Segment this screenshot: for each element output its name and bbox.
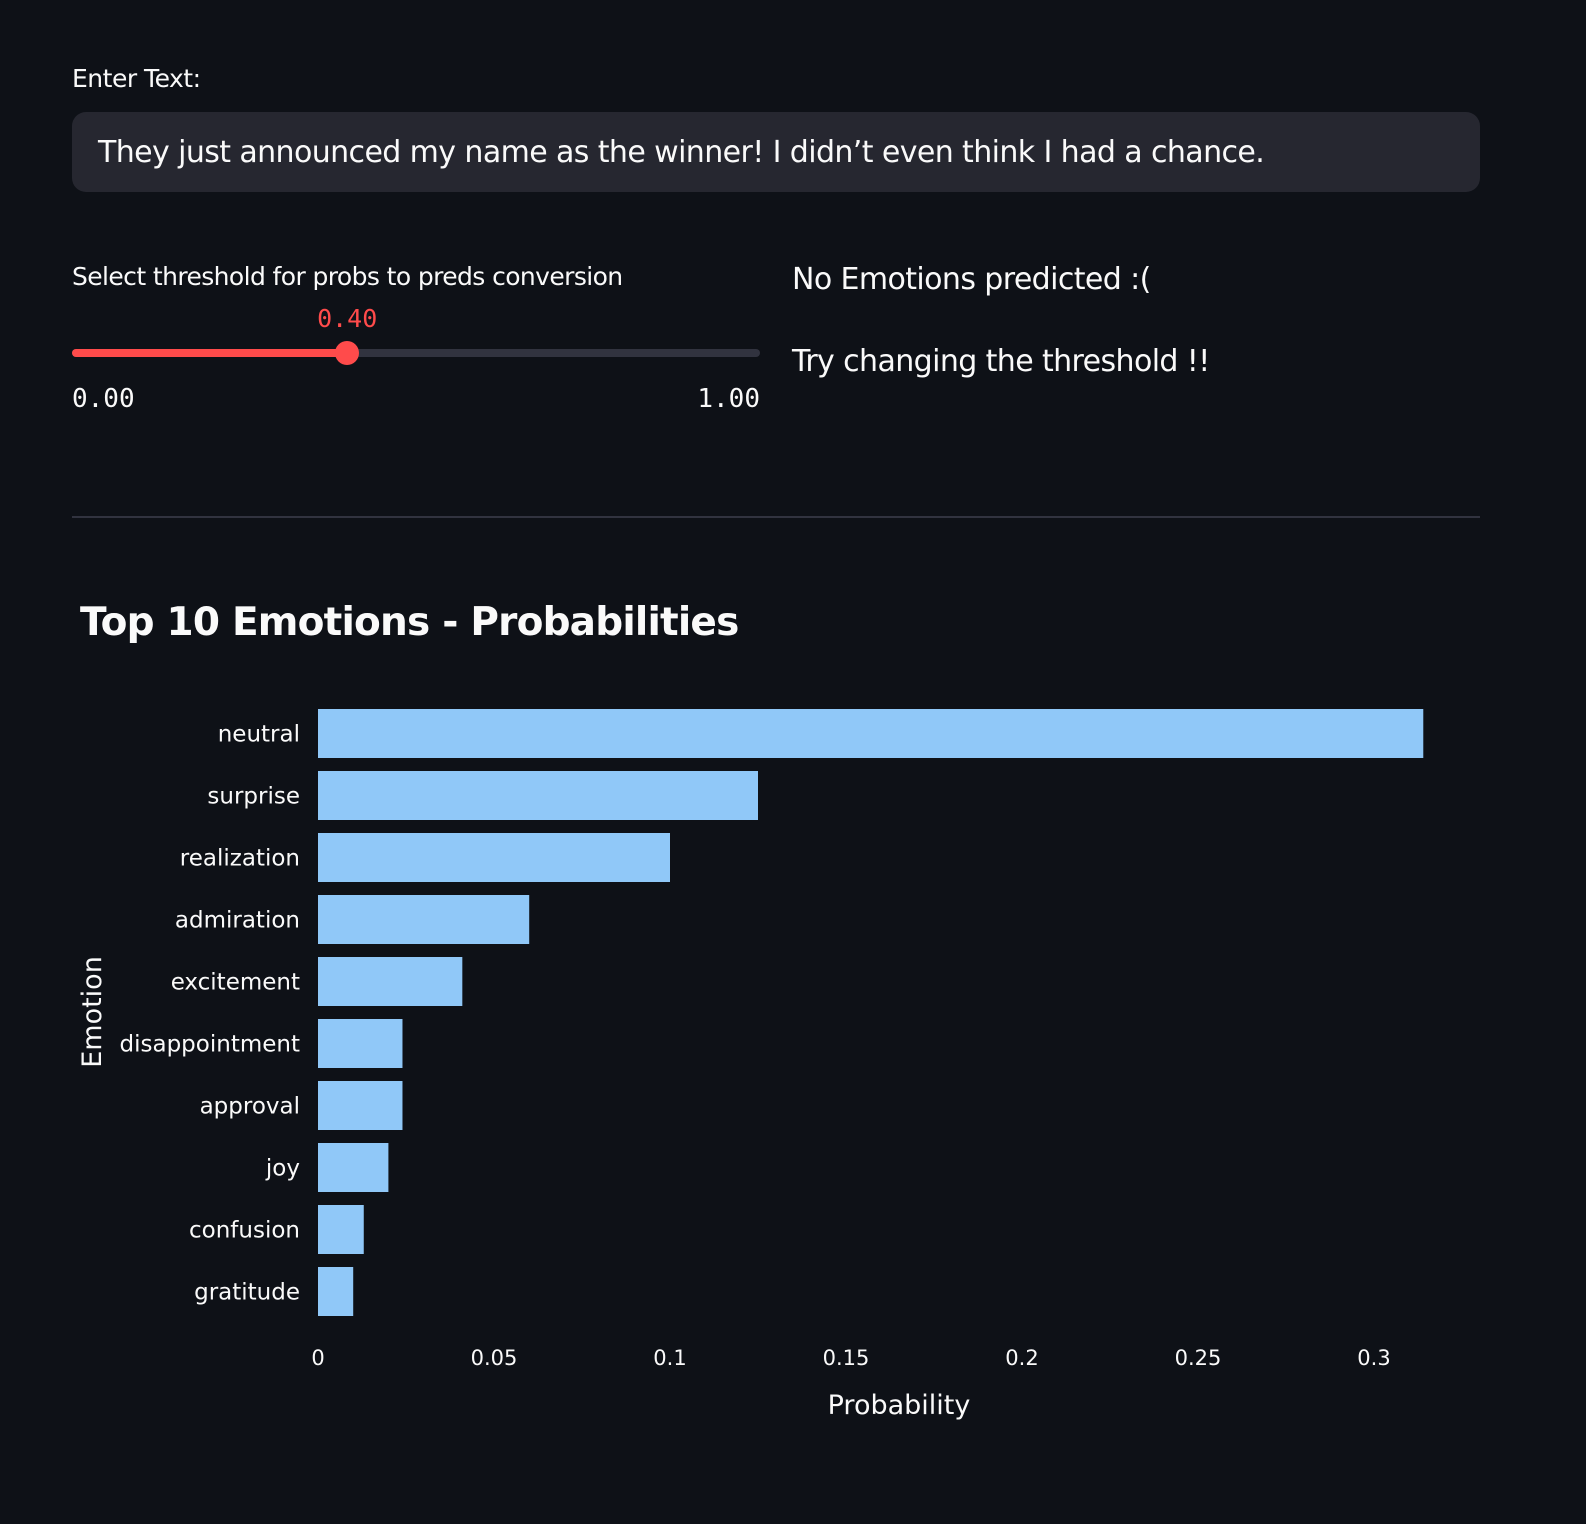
y-tick-label: neutral [218, 722, 300, 748]
bar-realization[interactable] [318, 833, 670, 882]
chart-title: Top 10 Emotions - Probabilities [80, 600, 739, 645]
text-input-label: Enter Text: [72, 64, 201, 93]
bar-surprise[interactable] [318, 771, 758, 820]
threshold-slider-label: Select threshold for probs to preds conv… [72, 262, 623, 291]
x-tick-label: 0 [311, 1346, 324, 1370]
x-tick-label: 0.3 [1357, 1346, 1390, 1370]
bar-admiration[interactable] [318, 895, 530, 944]
x-tick-label: 0.1 [653, 1346, 686, 1370]
chart-x-axis-label: Probability [828, 1390, 971, 1421]
threshold-slider-thumb[interactable] [335, 341, 360, 365]
bar-approval[interactable] [318, 1081, 403, 1130]
x-tick-label: 0.15 [823, 1346, 870, 1370]
x-tick-label: 0.25 [1175, 1346, 1222, 1370]
bar-confusion[interactable] [318, 1205, 364, 1254]
x-tick-label: 0.2 [1005, 1346, 1038, 1370]
threshold-slider-min: 0.00 [72, 384, 135, 414]
chart-x-tick-labels: 0 0.05 0.1 0.15 0.2 0.25 0.3 [311, 1346, 1390, 1370]
x-tick-label: 0.05 [471, 1346, 518, 1370]
chart-y-tick-labels: neutral surprise realization admiration exci… [120, 722, 300, 1306]
section-divider [72, 516, 1480, 518]
bar-joy[interactable] [318, 1143, 389, 1192]
y-tick-label: admiration [175, 908, 300, 934]
chart-y-axis-label: Emotion [77, 956, 108, 1068]
threshold-slider-max: 1.00 [697, 384, 760, 414]
y-tick-label: disappointment [120, 1032, 300, 1058]
bar-neutral[interactable] [318, 709, 1424, 758]
bar-disappointment[interactable] [318, 1019, 403, 1068]
y-tick-label: joy [265, 1156, 300, 1182]
bar-excitement[interactable] [318, 957, 463, 1006]
bar-gratitude[interactable] [318, 1267, 354, 1316]
y-tick-label: excitement [171, 970, 300, 996]
threshold-slider-track[interactable] [72, 349, 760, 357]
threshold-slider-fill [72, 349, 348, 357]
text-input-value: They just announced my name as the winne… [98, 134, 1265, 170]
y-tick-label: approval [200, 1094, 300, 1120]
chart-bars [318, 709, 1424, 1316]
text-input[interactable]: They just announced my name as the winne… [72, 112, 1480, 192]
threshold-hint-message: Try changing the threshold !! [792, 344, 1210, 379]
y-tick-label: confusion [189, 1218, 300, 1244]
y-tick-label: realization [180, 846, 300, 872]
y-tick-label: gratitude [194, 1280, 300, 1306]
threshold-slider-value: 0.40 [317, 304, 378, 333]
no-emotions-message: No Emotions predicted :( [792, 262, 1151, 297]
y-tick-label: surprise [207, 784, 300, 810]
